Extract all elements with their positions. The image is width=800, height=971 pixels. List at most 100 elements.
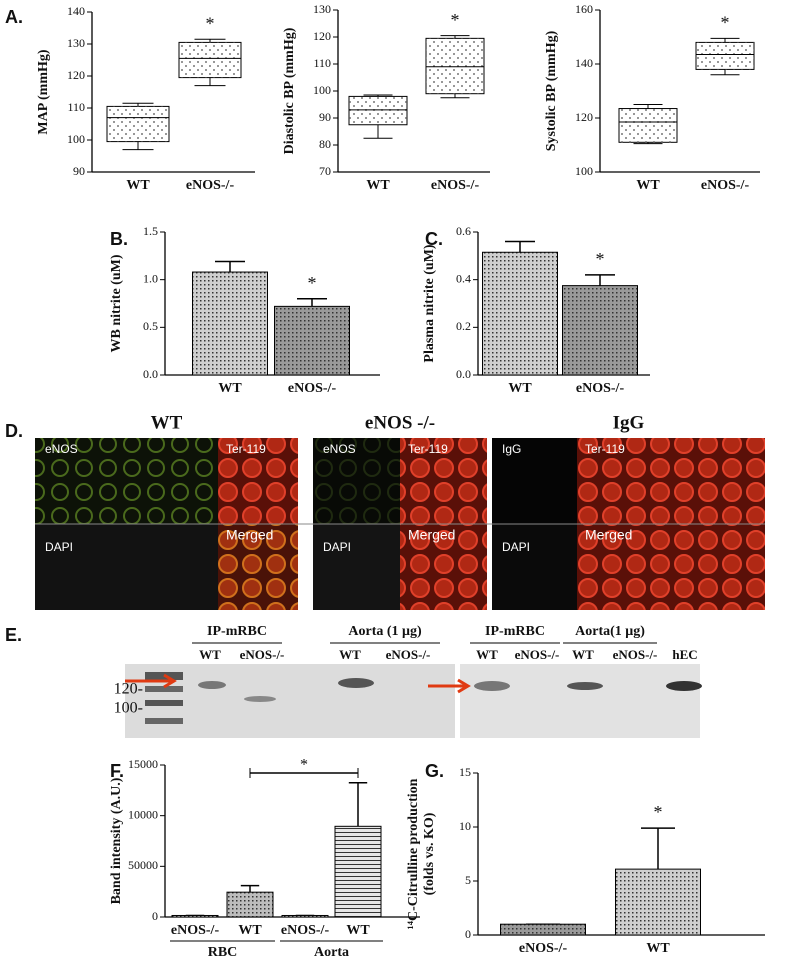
western-blot-images — [125, 664, 702, 738]
chart: A. 90 100 110 120 130 140 MAP (mmHg) WT eNOS-/- * — [5, 4, 255, 193]
panel-label: D. — [5, 421, 23, 441]
x-tick-label: eNOS-/- — [288, 381, 337, 396]
bar — [562, 285, 638, 376]
lane-label: eNOS-/- — [515, 647, 560, 662]
x-tick-label: WT — [636, 178, 660, 193]
x-tick-label: WT — [366, 178, 390, 193]
microscopy-images — [35, 438, 765, 610]
significance: * — [721, 12, 730, 32]
y-tick-label: 120 — [313, 29, 331, 43]
chart: 100 120 140 160 Systolic BP (mmHg) WT eNOS-/- * — [544, 2, 760, 193]
column-title: eNOS -/- — [365, 412, 435, 433]
y-tick-label: 0.0 — [143, 367, 158, 381]
significance: * — [206, 13, 215, 33]
significance: * — [654, 802, 663, 822]
y-tick-label: 140 — [575, 56, 593, 70]
y-tick-label: 15000 — [128, 757, 158, 771]
panel-label: E. — [5, 625, 22, 645]
lane-label: eNOS-/- — [240, 647, 285, 662]
marker-label: 100- — [114, 700, 143, 717]
y-tick-label: 90 — [319, 110, 331, 124]
bar — [192, 271, 268, 376]
panel-label: A. — [5, 7, 23, 27]
x-tick-label: eNOS-/- — [701, 178, 750, 193]
y-tick-label: 100 — [67, 132, 85, 146]
y-axis-label: MAP (mmHg) — [36, 49, 51, 134]
significance: * — [596, 249, 605, 269]
x-tick-label: WT — [218, 381, 242, 396]
panel-label: C. — [425, 229, 443, 249]
channel-label: Ter-119 — [226, 442, 266, 456]
y-tick-label: 130 — [67, 36, 85, 50]
chart: G. 0 5 10 15 ¹⁴C-Citrulline production (folds … — [406, 761, 765, 956]
box-texture — [349, 96, 407, 125]
channel-label: Ter-119 — [585, 442, 625, 456]
y-tick-label: 0.2 — [456, 319, 471, 333]
y-axis-label: WB nitrite (uM) — [109, 254, 124, 352]
bar — [334, 825, 382, 918]
x-tick-label: eNOS-/- — [186, 178, 235, 193]
bar — [171, 914, 219, 918]
x-tick-label: eNOS-/- — [576, 381, 625, 396]
group-label: Aorta(1 μg) — [575, 624, 645, 639]
y-tick-label: 70 — [319, 164, 331, 178]
y-tick-label: 140 — [67, 4, 85, 18]
y-tick-label: 50000 — [128, 858, 158, 872]
chart: F. 0 50000 10000 15000 Band intensity (A.U.) e… — [109, 757, 420, 960]
y-tick-label: 0.5 — [143, 319, 158, 333]
x-tick-label: eNOS-/- — [431, 178, 480, 193]
x-tick-label: eNOS-/- — [519, 941, 568, 956]
y-tick-label: 0 — [465, 927, 471, 941]
y-tick-label: 15 — [459, 765, 471, 779]
y-tick-label: 130 — [313, 2, 331, 16]
panel-label: B. — [110, 229, 128, 249]
group-label: IP-mRBC — [485, 624, 545, 639]
box-texture — [107, 106, 169, 142]
y-tick-label: 90 — [73, 164, 85, 178]
lane-label: WT — [572, 647, 594, 662]
y-tick-label: 5 — [465, 873, 471, 887]
channel-label: DAPI — [45, 540, 73, 554]
y-tick-label: 160 — [575, 2, 593, 16]
y-tick-label: 1.0 — [143, 271, 158, 285]
group-label: RBC — [208, 945, 238, 960]
lane-label: eNOS-/- — [386, 647, 431, 662]
channel-label: Ter-119 — [408, 442, 448, 456]
significance: * — [308, 273, 317, 293]
y-tick-label: 100 — [575, 164, 593, 178]
y-tick-label: 100 — [313, 83, 331, 97]
y-axis-label: ¹⁴C-Citrulline production — [406, 778, 421, 929]
significance: * — [300, 757, 308, 774]
y-tick-label: 1.5 — [143, 224, 158, 238]
y-tick-label: 0.0 — [456, 367, 471, 381]
y-axis-label: Diastolic BP (mmHg) — [282, 27, 297, 154]
channel-label: DAPI — [502, 540, 530, 554]
panel-label: F. — [110, 761, 124, 781]
y-tick-label: 110 — [313, 56, 331, 70]
box-texture — [426, 38, 484, 94]
x-tick-label: WT — [238, 923, 262, 938]
y-axis-label: Plasma nitrite (uM) — [422, 244, 437, 363]
chart: B. 0.0 0.5 1.0 1.5 WB nitrite (uM) WT eNOS-/- * — [109, 224, 380, 396]
group-label: Aorta — [314, 945, 349, 960]
y-tick-label: 10000 — [128, 807, 158, 821]
y-tick-label: 120 — [67, 68, 85, 82]
channel-label: eNOS — [323, 442, 356, 456]
y-axis-label: Band intensity (A.U.) — [109, 777, 124, 904]
y-axis-label: (folds vs. KO) — [422, 812, 437, 895]
bar — [281, 914, 329, 918]
x-tick-label: WT — [346, 923, 370, 938]
y-tick-label: 0.6 — [456, 224, 471, 238]
channel-label: eNOS — [45, 442, 78, 456]
y-axis-label: Systolic BP (mmHg) — [544, 30, 559, 151]
bar — [226, 891, 274, 918]
x-tick-label: WT — [646, 941, 670, 956]
bar — [482, 251, 558, 376]
chart: C. 0.0 0.2 0.4 0.6 Plasma nitrite (uM) WT eNOS-… — [422, 224, 650, 396]
bar — [274, 305, 350, 376]
x-tick-label: eNOS-/- — [281, 923, 330, 938]
lane-label: WT — [199, 647, 221, 662]
lane-label: WT — [339, 647, 361, 662]
box-texture — [696, 42, 754, 70]
